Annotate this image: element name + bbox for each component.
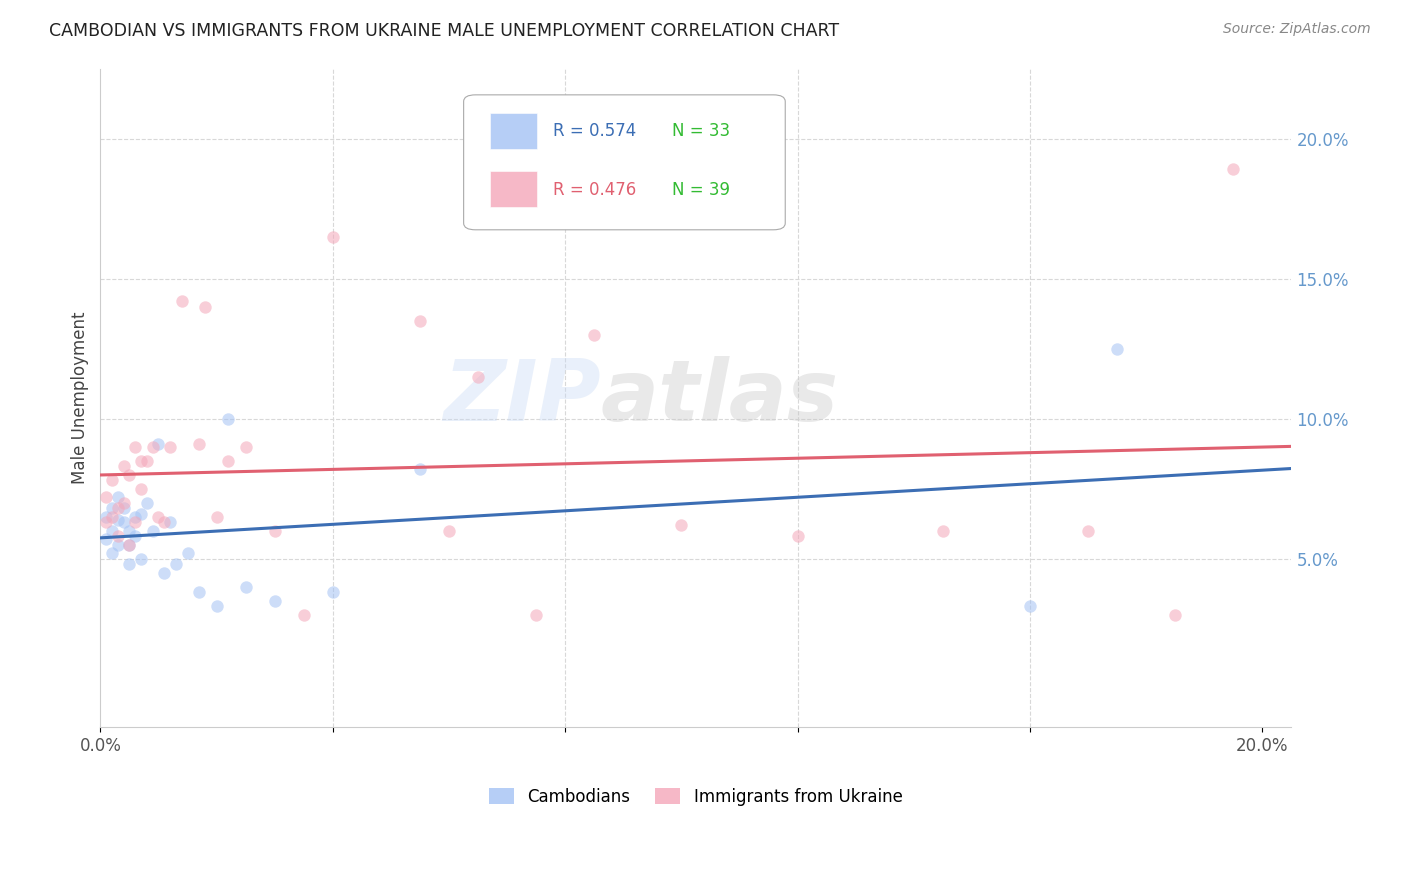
Point — [142, 524, 165, 538]
Point — [101, 546, 124, 560]
Point — [170, 293, 193, 308]
Point — [124, 516, 146, 530]
Point — [235, 580, 257, 594]
Point — [96, 509, 118, 524]
Point — [322, 585, 344, 599]
Point — [142, 440, 165, 454]
Text: CAMBODIAN VS IMMIGRANTS FROM UKRAINE MALE UNEMPLOYMENT CORRELATION CHART: CAMBODIAN VS IMMIGRANTS FROM UKRAINE MAL… — [49, 22, 839, 40]
Point — [524, 607, 547, 622]
Point — [932, 524, 955, 538]
Point — [263, 524, 285, 538]
Point — [112, 496, 135, 510]
Point — [217, 453, 239, 467]
Point — [292, 607, 315, 622]
Point — [1164, 607, 1187, 622]
Point — [129, 453, 152, 467]
Point — [101, 509, 124, 524]
Point — [112, 516, 135, 530]
Point — [129, 551, 152, 566]
Point — [107, 512, 129, 526]
Point — [135, 496, 157, 510]
Point — [1019, 599, 1042, 614]
Point — [786, 529, 808, 543]
Point — [135, 453, 157, 467]
Text: atlas: atlas — [600, 356, 839, 439]
Point — [118, 558, 141, 572]
Point — [409, 313, 432, 327]
Point — [96, 532, 118, 546]
FancyBboxPatch shape — [464, 95, 785, 230]
Text: N = 39: N = 39 — [672, 181, 730, 199]
Text: ZIP: ZIP — [443, 356, 600, 439]
Text: R = 0.476: R = 0.476 — [553, 181, 637, 199]
Point — [118, 467, 141, 482]
Y-axis label: Male Unemployment: Male Unemployment — [72, 311, 89, 484]
Point — [671, 518, 693, 533]
Point — [148, 509, 170, 524]
Point — [107, 538, 129, 552]
Point — [124, 509, 146, 524]
Point — [96, 516, 118, 530]
Point — [322, 229, 344, 244]
Point — [159, 516, 181, 530]
Point — [101, 473, 124, 487]
Point — [188, 437, 211, 451]
Point — [129, 507, 152, 521]
Point — [409, 462, 432, 476]
Point — [235, 440, 257, 454]
FancyBboxPatch shape — [489, 170, 537, 207]
Point — [124, 529, 146, 543]
Point — [1107, 342, 1129, 356]
Point — [176, 546, 198, 560]
Point — [107, 501, 129, 516]
Point — [165, 558, 187, 572]
Point — [467, 369, 489, 384]
Point — [118, 538, 141, 552]
Text: N = 33: N = 33 — [672, 122, 730, 140]
Point — [437, 524, 460, 538]
Point — [205, 599, 228, 614]
Text: R = 0.574: R = 0.574 — [553, 122, 637, 140]
Point — [188, 585, 211, 599]
Legend: Cambodians, Immigrants from Ukraine: Cambodians, Immigrants from Ukraine — [482, 781, 910, 813]
Point — [107, 490, 129, 504]
Point — [153, 566, 176, 580]
Point — [101, 524, 124, 538]
Point — [159, 440, 181, 454]
Point — [107, 529, 129, 543]
Point — [217, 411, 239, 425]
Point — [124, 440, 146, 454]
Point — [263, 593, 285, 607]
Point — [129, 482, 152, 496]
Point — [101, 501, 124, 516]
Point — [112, 501, 135, 516]
Text: Source: ZipAtlas.com: Source: ZipAtlas.com — [1223, 22, 1371, 37]
FancyBboxPatch shape — [489, 113, 537, 150]
Point — [112, 459, 135, 474]
Point — [153, 516, 176, 530]
Point — [194, 300, 217, 314]
Point — [118, 538, 141, 552]
Point — [1222, 162, 1244, 177]
Point — [205, 509, 228, 524]
Point — [1077, 524, 1099, 538]
Point — [118, 524, 141, 538]
Point — [96, 490, 118, 504]
Point — [583, 327, 606, 342]
Point — [148, 437, 170, 451]
